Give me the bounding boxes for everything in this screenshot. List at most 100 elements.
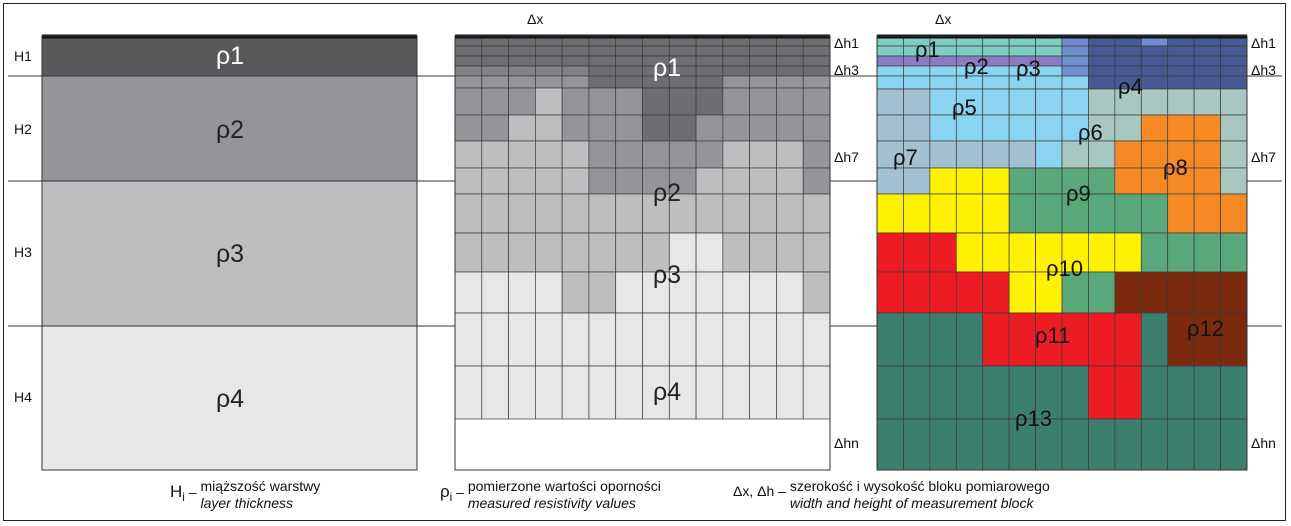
thickness-label-h1: H1 bbox=[14, 48, 32, 64]
zonation-cell bbox=[876, 167, 904, 195]
measurement-cell bbox=[722, 232, 750, 273]
measurement-cell bbox=[722, 312, 750, 367]
measurement-cell bbox=[642, 365, 670, 420]
zonation-cell bbox=[1193, 418, 1221, 471]
measurement-cell bbox=[722, 65, 750, 77]
zonation-cell bbox=[1114, 232, 1142, 273]
zonation-cell bbox=[955, 418, 984, 471]
dx-label: Δx bbox=[935, 11, 951, 27]
region-label-rho6: ρ6 bbox=[1078, 120, 1103, 145]
zonation-cell bbox=[1088, 232, 1116, 273]
measurement-cell bbox=[561, 65, 590, 77]
measurement-cell bbox=[802, 271, 831, 314]
zonation-cell bbox=[1193, 232, 1221, 273]
measurement-cell bbox=[722, 140, 750, 169]
measurement-cell bbox=[802, 167, 831, 195]
measurement-cell bbox=[588, 114, 617, 142]
zonation-cell bbox=[1088, 55, 1116, 67]
zonation-cell bbox=[1193, 312, 1221, 367]
zonation-cell bbox=[903, 167, 931, 195]
dh1-label: Δh1 bbox=[834, 35, 859, 51]
zonation-cell bbox=[1193, 193, 1221, 234]
zonation-cell bbox=[903, 114, 931, 142]
zonation-cell bbox=[876, 65, 904, 77]
zonation-cell bbox=[1114, 45, 1142, 57]
zonation-cell bbox=[1193, 75, 1221, 90]
measurement-cell bbox=[454, 167, 483, 195]
zonation-cell bbox=[1008, 312, 1036, 367]
zonation-cell bbox=[1140, 167, 1169, 195]
zonation-cell bbox=[1088, 312, 1116, 367]
measurement-cell bbox=[802, 75, 831, 89]
measurement-cell bbox=[481, 75, 509, 89]
measurement-cell bbox=[561, 87, 590, 116]
zonation-cell bbox=[1140, 45, 1169, 57]
zonation-cell bbox=[1088, 193, 1116, 234]
zonation-cell bbox=[876, 418, 904, 471]
region-label-rho10: ρ10 bbox=[1046, 256, 1083, 281]
zonation-cell bbox=[1220, 75, 1248, 90]
zonation-cell bbox=[1061, 45, 1089, 57]
measurement-cell bbox=[749, 232, 777, 273]
measurement-cell bbox=[454, 271, 483, 314]
zonation-cell bbox=[1220, 271, 1248, 314]
measurement-cell bbox=[454, 193, 483, 234]
zonation-cell bbox=[876, 45, 904, 57]
dh7-label: Δh7 bbox=[834, 149, 859, 165]
zonation-cell bbox=[929, 75, 957, 90]
measurement-cell bbox=[588, 140, 617, 169]
zonation-cell bbox=[1140, 232, 1169, 273]
zonation-cell bbox=[1140, 65, 1169, 77]
layer-rho3 bbox=[42, 181, 417, 326]
zonation-cell bbox=[1167, 365, 1195, 420]
zonation-cell bbox=[1035, 418, 1063, 471]
zonation-cell bbox=[1140, 55, 1169, 67]
layer-label-rho1: ρ1 bbox=[216, 42, 244, 70]
zonation-cell bbox=[903, 312, 931, 367]
measurement-cell bbox=[749, 312, 777, 367]
zonation-cell bbox=[1193, 65, 1221, 77]
zonation-cell bbox=[1220, 365, 1248, 420]
zonation-cell bbox=[1114, 167, 1142, 195]
measurement-cell bbox=[588, 75, 617, 89]
zonation-cell bbox=[955, 365, 984, 420]
measurement-cell bbox=[695, 75, 724, 89]
region-label-rho9: ρ9 bbox=[1066, 181, 1091, 206]
zonation-cell bbox=[1167, 114, 1195, 142]
zonation-cell bbox=[903, 193, 931, 234]
zonation-cell bbox=[982, 232, 1010, 273]
measurement-cell bbox=[588, 45, 617, 57]
region-label-rho12: ρ12 bbox=[1187, 316, 1224, 341]
region-label-rho8: ρ8 bbox=[1163, 155, 1188, 180]
zonation-cell bbox=[1061, 55, 1089, 67]
measurement-cell bbox=[508, 45, 536, 57]
zonation-cell bbox=[1061, 65, 1089, 77]
zonation-cell bbox=[903, 271, 931, 314]
caption-dash: – bbox=[456, 484, 464, 500]
measurement-cell bbox=[695, 140, 724, 169]
measurement-cell bbox=[668, 140, 697, 169]
zonation-cell bbox=[903, 88, 931, 116]
measurement-cell bbox=[588, 271, 617, 314]
zonation-cell bbox=[1008, 193, 1036, 234]
measurement-cell bbox=[776, 365, 804, 420]
zonation-cell bbox=[1035, 114, 1063, 142]
zonation-cell bbox=[955, 312, 984, 367]
zonation-cell bbox=[1140, 365, 1169, 420]
zonation-cell bbox=[1167, 55, 1195, 67]
measured-grid-border bbox=[454, 35, 831, 471]
layer-model-panel: H1 H2 H3 H4 ρ1 ρ2 ρ3 ρ4 bbox=[8, 34, 425, 471]
measurement-cell bbox=[535, 232, 563, 273]
zonation-cell bbox=[1114, 271, 1142, 314]
measurement-cell bbox=[749, 75, 777, 89]
zonation-cell bbox=[1061, 271, 1089, 314]
measurement-cell bbox=[802, 312, 831, 367]
zonation-cell bbox=[1193, 114, 1221, 142]
zonation-cell bbox=[876, 114, 904, 142]
measurement-cell bbox=[588, 232, 617, 273]
zonation-cell bbox=[876, 88, 904, 116]
measurement-cell bbox=[749, 193, 777, 234]
zonation-cell bbox=[982, 167, 1010, 195]
zonation-cell bbox=[1061, 418, 1089, 471]
